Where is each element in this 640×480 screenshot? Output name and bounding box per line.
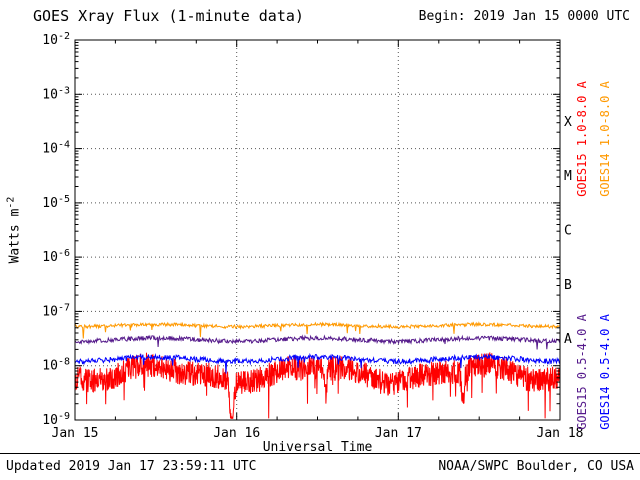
gridlines	[75, 40, 560, 420]
x-tick-label: Jan 16	[213, 426, 260, 441]
x-tick-label: Jan 17	[375, 426, 422, 441]
axes	[74, 39, 561, 421]
x-axis-label: Universal Time	[263, 440, 373, 455]
legend-series-3: GOES14 0.5-4.0 A	[598, 313, 612, 429]
x-tick-label: Jan 15	[52, 426, 99, 441]
series-trace-2	[74, 334, 561, 350]
flare-class-A: A	[564, 332, 572, 347]
series-legends: GOES15 1.0-8.0 A GOES14 1.0-8.0 A GOES15 0…	[575, 80, 612, 429]
begin-timestamp: Begin: 2019 Jan 15 0000 UTC	[418, 9, 630, 24]
flare-class-M: M	[564, 169, 572, 184]
series-trace-3	[74, 352, 561, 374]
legend-series-1: GOES14 1.0-8.0 A	[598, 80, 612, 196]
source-attribution: NOAA/SWPC Boulder, CO USA	[438, 459, 634, 474]
x-tick-labels: Jan 15 Jan 16 Jan 17 Jan 18	[52, 426, 584, 441]
flare-class-B: B	[564, 278, 572, 293]
flare-class-C: C	[564, 224, 572, 239]
y-tick-label: 10-6	[42, 248, 70, 265]
legend-series-2: GOES15 0.5-4.0 A	[575, 313, 589, 429]
y-tick-label: 10-2	[42, 31, 70, 48]
updated-timestamp: Updated 2019 Jan 17 23:59:11 UTC	[6, 459, 257, 474]
footer-divider	[0, 453, 640, 454]
y-tick-label: 10-5	[42, 194, 70, 211]
flare-class-X: X	[564, 115, 572, 130]
x-tick-label: Jan 18	[537, 426, 584, 441]
y-tick-label: 10-8	[42, 357, 70, 374]
y-tick-label: 10-3	[42, 85, 70, 102]
flare-class-labels: X M C B A	[564, 115, 572, 347]
chart-title: GOES Xray Flux (1-minute data)	[33, 7, 304, 25]
y-tick-label: 10-4	[42, 140, 70, 157]
y-tick-label: 10-7	[42, 302, 70, 319]
legend-series-0: GOES15 1.0-8.0 A	[575, 80, 589, 196]
series-trace-0	[74, 352, 561, 419]
series-trace-1	[74, 321, 561, 339]
series-traces	[74, 321, 561, 419]
y-tick-labels: 10-210-310-410-510-610-710-810-9	[42, 31, 70, 428]
